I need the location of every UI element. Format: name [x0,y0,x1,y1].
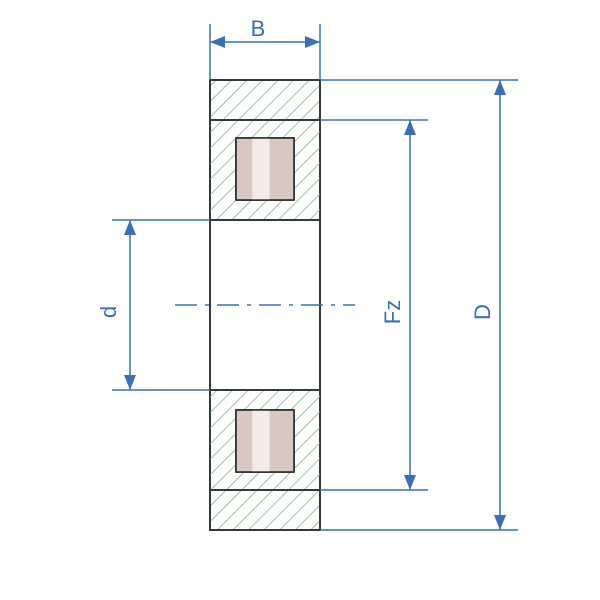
outer-ring-bottom-section [210,490,320,530]
bearing-diagram: Bd Fz D [0,0,600,600]
label-Fz: Fz [380,300,405,324]
roller-bottom [236,410,294,472]
label-d: d [96,306,121,318]
label-B: B [251,16,266,41]
label-D: D [470,304,495,320]
roller-top [236,138,294,200]
outer-ring-top-section [210,80,320,120]
